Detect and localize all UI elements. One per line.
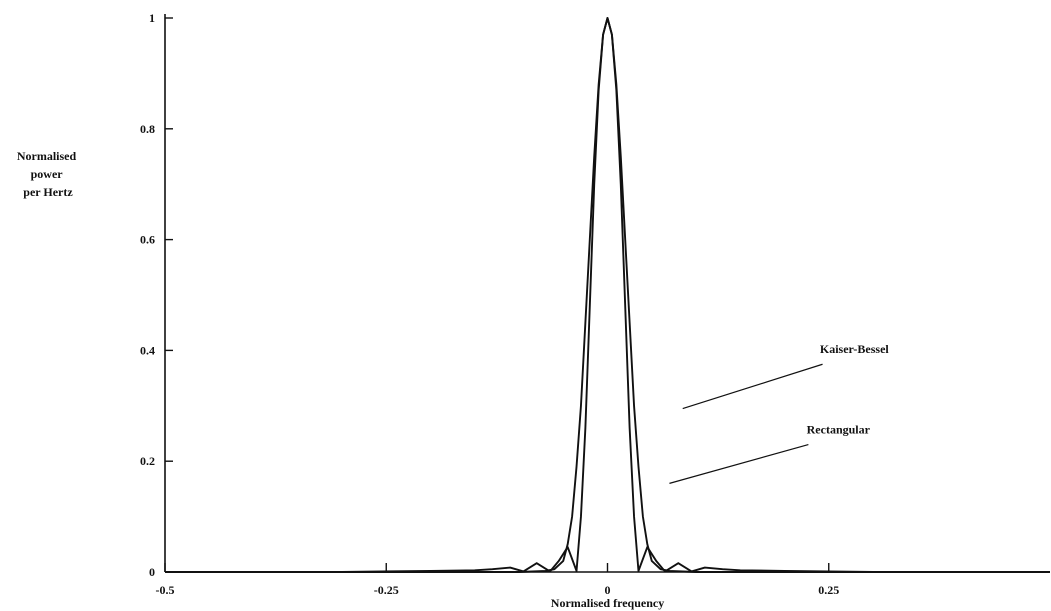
series-line-kaiser-bessel	[165, 17, 1050, 573]
annotation-label-kaiser-bessel: Kaiser-Bessel	[820, 342, 890, 356]
y-tick-label: 1	[149, 11, 155, 25]
y-ticks: 0 0.2 0.4 0.6 0.8 1	[140, 11, 173, 579]
annotation-leader-kaiser-bessel	[682, 363, 823, 410]
series-line-rectangular	[165, 17, 1050, 573]
y-axis-label: Normalised power per Hertz	[17, 149, 79, 199]
annotation-label-rectangular: Rectangular	[807, 423, 871, 437]
axes	[164, 14, 1050, 573]
x-ticks: -0.5 -0.25 0 0.25	[156, 563, 839, 597]
y-tick-label: 0.2	[140, 454, 155, 468]
x-tick-label: -0.5	[156, 583, 175, 597]
x-tick-label: -0.25	[374, 583, 399, 597]
x-tick-label: 0	[605, 583, 611, 597]
y-tick-label: 0.6	[140, 233, 155, 247]
series-layer	[165, 17, 1050, 573]
annotation-leader-rectangular	[669, 444, 809, 484]
x-tick-label: 0.25	[818, 583, 839, 597]
y-tick-label: 0.4	[140, 343, 155, 357]
y-axis-label-line-2: power	[31, 167, 64, 181]
y-axis-label-line-1: Normalised	[17, 149, 77, 163]
x-axis-label: Normalised frequency	[551, 596, 664, 610]
y-tick-label: 0	[149, 565, 155, 579]
annotation-layer: Kaiser-Bessel Rectangular	[669, 342, 890, 484]
y-axis-label-line-3: per Hertz	[23, 185, 73, 199]
y-tick-label: 0.8	[140, 122, 155, 136]
